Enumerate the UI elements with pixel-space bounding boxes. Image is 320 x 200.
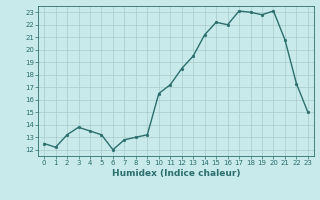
X-axis label: Humidex (Indice chaleur): Humidex (Indice chaleur) — [112, 169, 240, 178]
